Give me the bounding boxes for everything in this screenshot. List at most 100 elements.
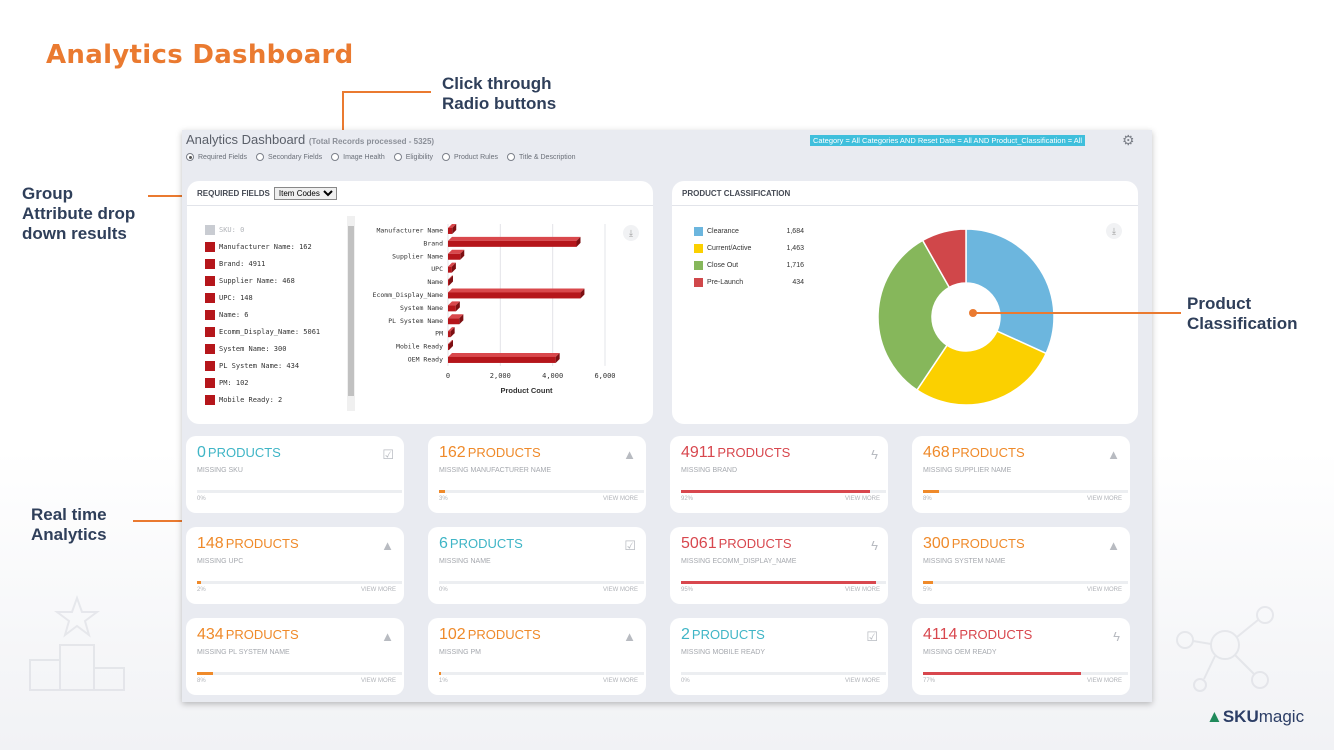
- view-more-link[interactable]: VIEW MORE: [844, 587, 880, 593]
- bar[interactable]: [448, 249, 465, 260]
- card-label: MISSING MOBILE READY: [681, 649, 766, 656]
- bar-front: [448, 266, 452, 273]
- bar-side: [460, 249, 465, 260]
- legend-label: Close Out: [707, 262, 739, 269]
- metric-card[interactable]: 300 PRODUCTS MISSING SYSTEM NAME ▲ 5% VIEW MO…: [912, 527, 1130, 604]
- metric-card[interactable]: 4911 PRODUCTS MISSING BRAND ϟ 92% VIEW MORE: [670, 436, 888, 513]
- bar[interactable]: [448, 340, 453, 351]
- card-count-unit: PRODUCTS: [467, 627, 541, 642]
- bar[interactable]: [448, 314, 464, 325]
- radio-image-health[interactable]: Image Health: [331, 153, 385, 161]
- legend-item[interactable]: SKU: 0: [205, 221, 320, 238]
- legend-item[interactable]: Manufacturer Name: 162: [205, 238, 320, 255]
- radio-circle[interactable]: [393, 153, 402, 161]
- check-square-icon: ☑: [866, 629, 878, 644]
- warning-icon: ▲: [1107, 538, 1120, 553]
- view-more-link[interactable]: VIEW MORE: [1086, 496, 1122, 502]
- card-percent: 0%: [197, 496, 206, 502]
- view-more-link[interactable]: VIEW MORE: [1086, 587, 1122, 593]
- metric-card[interactable]: 6 PRODUCTS MISSING NAME ☑ 0% VIEW MORE: [428, 527, 646, 604]
- bar-side: [455, 301, 460, 312]
- progress-fill: [197, 581, 202, 584]
- legend-item[interactable]: UPC: 148: [205, 289, 320, 306]
- x-axis-label: Product Count: [500, 386, 553, 395]
- metric-card[interactable]: 162 PRODUCTS MISSING MANUFACTURER NAME ▲ 3% V…: [428, 436, 646, 513]
- metric-card[interactable]: 468 PRODUCTS MISSING SUPPLIER NAME ▲ 8% VIEW …: [912, 436, 1130, 513]
- gear-icon[interactable]: ⚙: [1122, 132, 1135, 148]
- card-count-value: 6: [439, 535, 448, 552]
- download-icon[interactable]: ⤓: [623, 225, 639, 241]
- radio-circle[interactable]: [256, 153, 265, 161]
- bar[interactable]: [448, 262, 456, 273]
- card-count-unit: PRODUCTS: [718, 536, 792, 551]
- donut-slice[interactable]: [965, 228, 1055, 355]
- legend-swatch: [694, 261, 703, 270]
- legend-item[interactable]: Name: 6: [205, 306, 320, 323]
- metric-card[interactable]: 102 PRODUCTS MISSING PM ▲ 1% VIEW MORE: [428, 618, 646, 695]
- classification-legend-item[interactable]: Current/Active 1,463: [694, 240, 804, 257]
- download-icon[interactable]: ⤓: [1106, 223, 1122, 239]
- classification-donut-chart: [877, 228, 1055, 406]
- radio-eligibility[interactable]: Eligibility: [393, 153, 433, 161]
- metric-card[interactable]: 434 PRODUCTS MISSING PL SYSTEM NAME ▲ 8% VIEW…: [186, 618, 404, 695]
- radio-circle[interactable]: [506, 153, 515, 161]
- legend-item[interactable]: OEM Ready: 4114: [205, 408, 320, 411]
- bar[interactable]: [448, 352, 560, 363]
- filter-summary-badge[interactable]: Category = All Categories AND Reset Date…: [810, 135, 1086, 146]
- bar-top: [448, 288, 585, 293]
- classification-legend-item[interactable]: Close Out 1,716: [694, 257, 804, 274]
- view-more-link[interactable]: VIEW MORE: [602, 587, 638, 593]
- radio-circle[interactable]: [442, 153, 450, 161]
- radio-product-rules[interactable]: Product Rules: [442, 153, 498, 161]
- legend-scrollbar[interactable]: [347, 216, 355, 411]
- bar-front: [448, 292, 581, 299]
- bar-top: [448, 223, 457, 228]
- classification-legend-item[interactable]: Clearance 1,684: [694, 223, 804, 240]
- legend-item[interactable]: PM: 102: [205, 374, 320, 391]
- bar-top: [448, 340, 453, 345]
- card-count-unit: PRODUCTS: [691, 627, 765, 642]
- progress-track: [197, 672, 402, 675]
- legend-item[interactable]: Ecomm_Display_Name: 5061: [205, 323, 320, 340]
- metric-card[interactable]: 2 PRODUCTS MISSING MOBILE READY ☑ 0% VIEW MOR…: [670, 618, 888, 695]
- radio-required-fields[interactable]: Required Fields: [186, 153, 247, 161]
- bar[interactable]: [448, 223, 457, 234]
- view-more-link[interactable]: VIEW MORE: [360, 587, 396, 593]
- legend-item[interactable]: System Name: 300: [205, 340, 320, 357]
- legend-item[interactable]: Brand: 4911: [205, 255, 320, 272]
- bar[interactable]: [448, 275, 453, 286]
- legend-label: UPC: 148: [219, 293, 253, 302]
- hidden-series-icon: [205, 224, 215, 235]
- card-percent: 0%: [439, 587, 448, 593]
- donut-slice[interactable]: [877, 239, 951, 392]
- metric-card[interactable]: 148 PRODUCTS MISSING UPC ▲ 2% VIEW MORE: [186, 527, 404, 604]
- radio-secondary-fields[interactable]: Secondary Fields: [256, 153, 322, 161]
- legend-item[interactable]: Supplier Name: 468: [205, 272, 320, 289]
- legend-item[interactable]: Mobile Ready: 2: [205, 391, 320, 408]
- card-count: 0 PRODUCTS: [197, 444, 281, 462]
- metric-card[interactable]: 0 PRODUCTS MISSING SKU ☑ 0%: [186, 436, 404, 513]
- bar[interactable]: [448, 327, 455, 338]
- view-more-link[interactable]: VIEW MORE: [844, 496, 880, 502]
- bar[interactable]: [448, 301, 460, 312]
- view-more-link[interactable]: VIEW MORE: [1086, 678, 1122, 684]
- scrollbar-thumb[interactable]: [348, 226, 354, 396]
- radio-circle[interactable]: [186, 153, 194, 161]
- radio-title-description[interactable]: Title & Description: [506, 153, 576, 161]
- bar[interactable]: [448, 288, 585, 299]
- radio-label: Secondary Fields: [268, 153, 323, 161]
- bar[interactable]: [448, 236, 581, 247]
- view-more-link[interactable]: VIEW MORE: [602, 496, 638, 502]
- card-count-value: 4114: [923, 626, 958, 643]
- classification-legend-item[interactable]: Pre-Launch 434: [694, 274, 804, 291]
- view-more-link[interactable]: VIEW MORE: [602, 678, 638, 684]
- radio-circle[interactable]: [331, 153, 340, 161]
- legend-item[interactable]: PL System Name: 434: [205, 357, 320, 374]
- view-more-link[interactable]: VIEW MORE: [844, 678, 880, 684]
- donut-slice[interactable]: [921, 228, 967, 289]
- metric-card[interactable]: 5061 PRODUCTS MISSING ECOMM_DISPLAY_NAME ϟ 9…: [670, 527, 888, 604]
- metric-card[interactable]: 4114 PRODUCTS MISSING OEM READY ϟ 77% VIEW MO…: [912, 618, 1130, 695]
- view-more-link[interactable]: VIEW MORE: [360, 678, 396, 684]
- group-attribute-select[interactable]: Item Codes: [273, 186, 337, 200]
- donut-slice[interactable]: [915, 330, 1048, 406]
